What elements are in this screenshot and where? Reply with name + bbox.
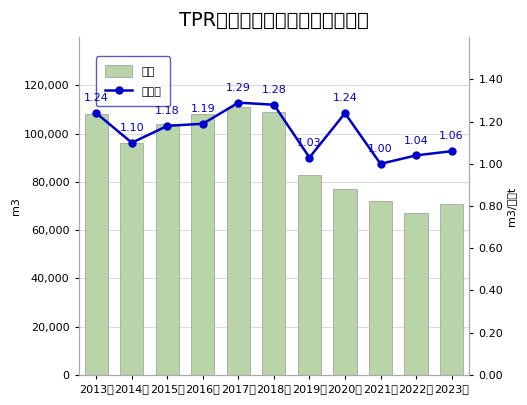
Line: 原単位: 原単位 [93,99,455,167]
原単位 [129,140,135,145]
Bar [156,124,179,375]
原単位 [306,155,313,160]
原単位 [200,122,206,126]
Bar [85,114,108,375]
Text: 1.24: 1.24 [84,94,109,103]
Bar [440,204,463,375]
Text: 1.06: 1.06 [440,132,464,141]
原単位 [448,149,455,153]
原単位 [271,102,277,107]
原単位 [377,162,384,166]
Text: 1.00: 1.00 [368,144,393,154]
Bar [191,114,214,375]
Text: 1.19: 1.19 [190,104,215,114]
Y-axis label: m3/溶解t: m3/溶解t [506,186,516,226]
Bar [405,213,427,375]
Bar [369,201,392,375]
Text: 1.10: 1.10 [120,123,144,133]
Text: 1.03: 1.03 [297,138,322,148]
Bar [262,112,286,375]
原単位 [235,100,241,105]
Legend: 総量, 原単位: 総量, 原単位 [96,56,170,106]
Text: 1.04: 1.04 [404,136,428,146]
Title: TPR工業の水使用量と原単位推移: TPR工業の水使用量と原単位推移 [179,11,369,30]
原単位 [164,124,171,128]
Bar [120,143,143,375]
Text: 1.28: 1.28 [261,85,286,95]
Text: 1.18: 1.18 [155,106,180,116]
Bar [227,107,250,375]
Text: 1.29: 1.29 [226,83,251,93]
原単位 [93,111,100,115]
Bar [334,189,357,375]
Y-axis label: m3: m3 [11,197,21,215]
Bar [298,175,321,375]
原単位 [342,111,348,115]
Text: 1.24: 1.24 [333,94,357,103]
原単位 [413,153,419,158]
